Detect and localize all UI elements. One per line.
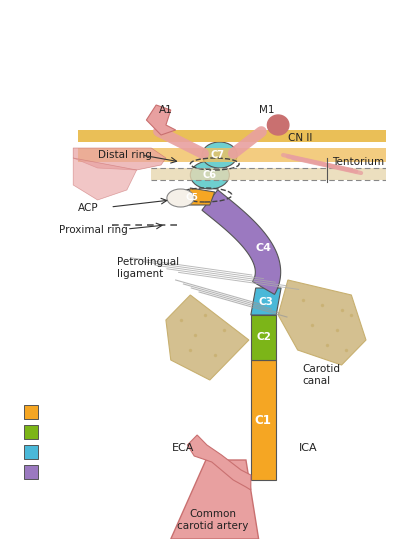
Polygon shape bbox=[78, 130, 386, 142]
Text: ICA: ICA bbox=[299, 443, 317, 453]
Bar bbox=[24, 445, 38, 459]
Text: C1: C1 bbox=[254, 413, 271, 426]
Bar bbox=[24, 425, 38, 439]
FancyArrowPatch shape bbox=[233, 132, 261, 153]
Text: C7: C7 bbox=[211, 150, 225, 160]
Text: C5: C5 bbox=[186, 192, 199, 202]
Ellipse shape bbox=[167, 189, 194, 207]
Bar bbox=[151, 168, 386, 180]
Text: Proximal ring: Proximal ring bbox=[58, 225, 127, 235]
Text: Carotid
canal: Carotid canal bbox=[303, 364, 340, 386]
Polygon shape bbox=[187, 435, 251, 490]
Bar bbox=[24, 465, 38, 479]
Polygon shape bbox=[251, 360, 276, 480]
Polygon shape bbox=[166, 295, 249, 380]
Text: ECA: ECA bbox=[172, 443, 195, 453]
Text: Common
carotid artery: Common carotid artery bbox=[177, 509, 248, 531]
Polygon shape bbox=[73, 148, 166, 170]
Polygon shape bbox=[202, 190, 281, 294]
Ellipse shape bbox=[267, 115, 289, 135]
Text: Distal ring: Distal ring bbox=[98, 150, 151, 160]
Polygon shape bbox=[171, 460, 259, 539]
Polygon shape bbox=[147, 105, 176, 135]
Bar bbox=[24, 405, 38, 419]
Polygon shape bbox=[78, 148, 386, 162]
Polygon shape bbox=[73, 158, 137, 200]
Polygon shape bbox=[251, 288, 281, 315]
Text: C3: C3 bbox=[259, 297, 274, 307]
FancyArrowPatch shape bbox=[159, 131, 203, 154]
Text: M1: M1 bbox=[259, 105, 274, 115]
Text: C2: C2 bbox=[256, 332, 271, 342]
Text: Tentorium: Tentorium bbox=[332, 157, 384, 167]
Ellipse shape bbox=[190, 161, 229, 189]
Text: A1: A1 bbox=[159, 105, 173, 115]
Text: C6: C6 bbox=[203, 170, 217, 180]
Polygon shape bbox=[185, 188, 215, 205]
Text: ACP: ACP bbox=[78, 203, 99, 213]
Text: Petrolingual
ligament: Petrolingual ligament bbox=[117, 257, 179, 279]
Polygon shape bbox=[278, 280, 366, 365]
Text: C4: C4 bbox=[256, 243, 271, 253]
Text: CN II: CN II bbox=[288, 133, 313, 143]
Ellipse shape bbox=[202, 142, 237, 168]
Polygon shape bbox=[251, 315, 276, 360]
